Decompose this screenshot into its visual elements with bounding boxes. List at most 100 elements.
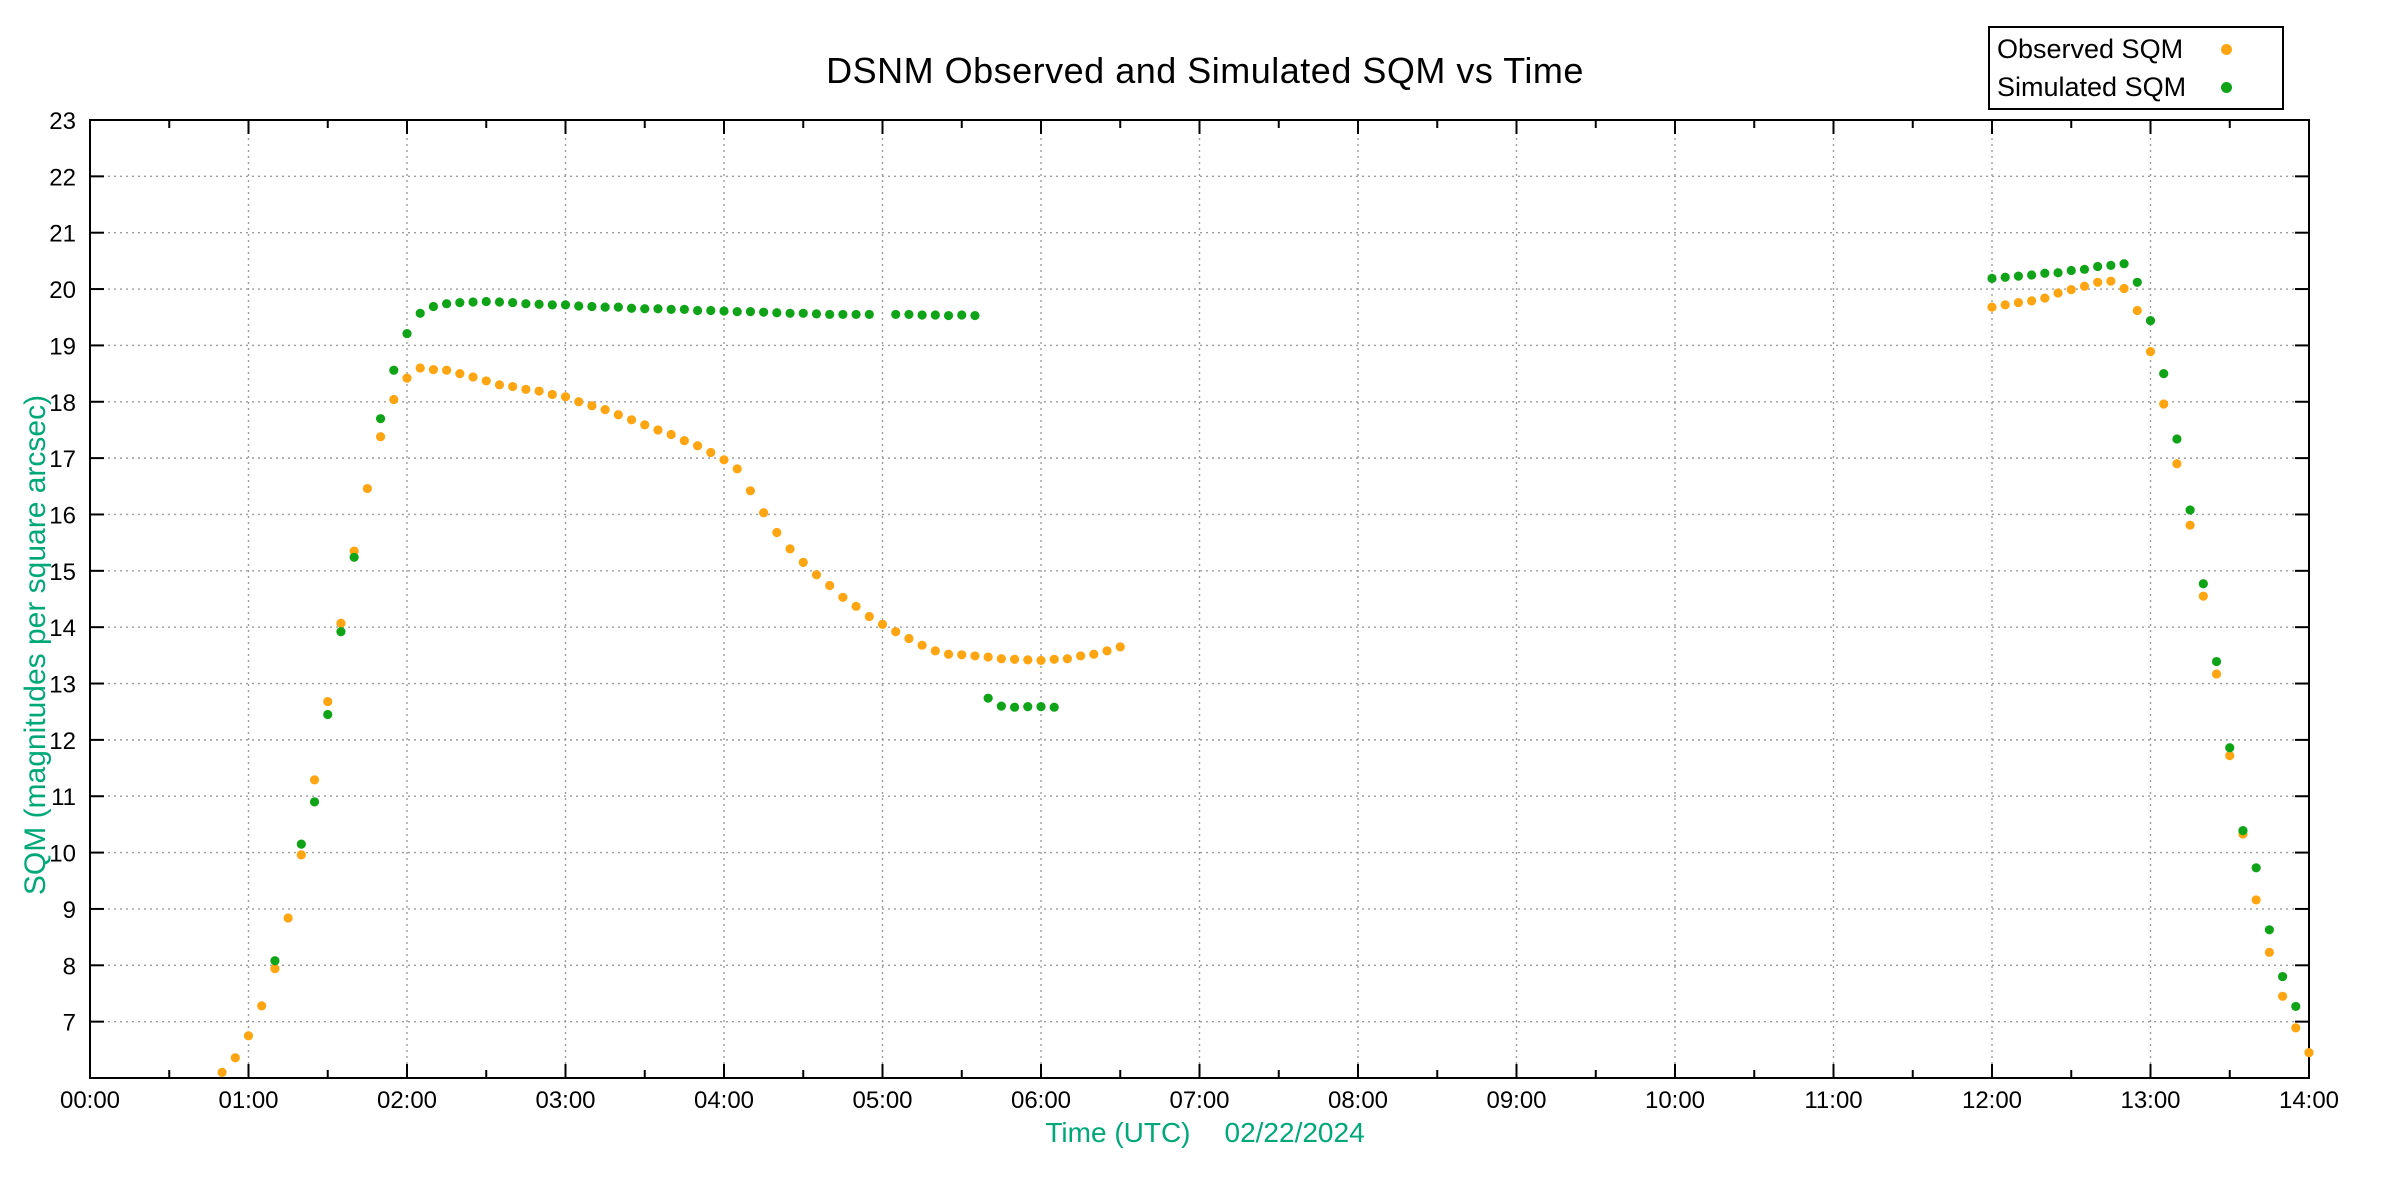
simulated-point xyxy=(442,299,452,309)
observed-point xyxy=(323,696,333,707)
simulated-point xyxy=(428,301,439,312)
observed-point xyxy=(362,483,372,494)
x-tick-label: 07:00 xyxy=(1169,1087,1229,1114)
simulated-point xyxy=(2291,1001,2301,1012)
simulated-series xyxy=(270,259,2301,1012)
observed-point xyxy=(1102,646,1112,656)
observed-point xyxy=(719,455,729,465)
y-tick-label: 9 xyxy=(63,897,76,924)
observed-point xyxy=(2145,347,2156,357)
observed-point xyxy=(957,650,967,660)
simulated-point xyxy=(2000,272,2010,282)
simulated-point xyxy=(666,304,676,314)
simulated-point xyxy=(415,308,425,318)
simulated-point xyxy=(547,300,557,310)
observed-point xyxy=(772,527,782,538)
observed-point xyxy=(2027,296,2037,306)
observed-point xyxy=(375,432,386,442)
observed-point xyxy=(1023,655,1033,665)
y-tick-label: 7 xyxy=(63,1010,76,1037)
simulated-point xyxy=(2198,579,2208,589)
observed-point xyxy=(494,380,505,390)
x-tick-label: 08:00 xyxy=(1328,1087,1388,1114)
observed-point xyxy=(402,373,412,383)
simulated-point xyxy=(349,552,359,562)
observed-point xyxy=(825,580,835,591)
observed-point xyxy=(2225,751,2235,761)
observed-point xyxy=(1076,651,1086,661)
observed-point xyxy=(600,405,610,415)
x-tick-label: 06:00 xyxy=(1011,1087,1071,1114)
simulated-point xyxy=(745,307,756,317)
observed-point xyxy=(1049,654,1059,664)
observed-point xyxy=(785,544,795,554)
y-tick-label: 17 xyxy=(49,446,76,473)
simulated-point xyxy=(560,300,571,310)
observed-point xyxy=(653,425,663,435)
simulated-point xyxy=(1036,702,1046,712)
observed-point xyxy=(1089,649,1099,659)
x-tick-label: 01:00 xyxy=(218,1087,278,1114)
observed-point xyxy=(336,618,346,628)
observed-point xyxy=(1009,654,1020,664)
legend-label-observed: Observed SQM xyxy=(1997,33,2184,64)
simulated-point xyxy=(2251,863,2261,873)
simulated-point xyxy=(296,839,306,849)
y-tick-label: 22 xyxy=(49,164,76,191)
y-tick-label: 8 xyxy=(63,953,76,980)
observed-point xyxy=(1062,654,1073,664)
observed-point xyxy=(2159,399,2169,409)
observed-point xyxy=(309,775,320,785)
observed-point xyxy=(1987,302,1997,312)
simulated-point xyxy=(626,303,637,313)
observed-point xyxy=(891,627,901,637)
observed-point xyxy=(2093,277,2103,287)
observed-point xyxy=(257,1001,267,1011)
x-tick-label: 04:00 xyxy=(694,1087,754,1114)
y-tick-label: 12 xyxy=(49,728,76,755)
simulated-point xyxy=(706,305,716,316)
simulated-point xyxy=(481,296,491,307)
observed-point xyxy=(2304,1048,2314,1058)
observed-point xyxy=(2251,895,2261,905)
simulated-point xyxy=(323,709,333,720)
x-axis-title-text: Time (UTC) xyxy=(1045,1117,1191,1148)
observed-point xyxy=(626,415,637,425)
simulated-point xyxy=(2132,277,2142,287)
observed-point xyxy=(2172,459,2182,469)
observed-point xyxy=(706,447,716,458)
simulated-point xyxy=(904,309,914,320)
simulated-point xyxy=(2172,434,2182,444)
observed-point xyxy=(508,381,518,392)
simulated-point xyxy=(389,365,399,375)
observed-point xyxy=(2079,281,2090,291)
simulated-point xyxy=(851,309,861,320)
y-tick-label: 18 xyxy=(49,390,76,417)
y-axis-title: SQM (magnitudes per square arcsec) xyxy=(19,394,52,896)
simulated-point xyxy=(2225,743,2235,753)
simulated-point xyxy=(600,302,610,312)
x-axis-title: Time (UTC) 02/22/2024 xyxy=(1045,1117,1364,1149)
simulated-point xyxy=(825,309,835,320)
simulated-point xyxy=(2264,925,2274,935)
observed-point xyxy=(230,1053,240,1063)
simulated-point xyxy=(2040,268,2050,278)
x-tick-label: 05:00 xyxy=(852,1087,912,1114)
simulated-marker-dot xyxy=(2221,81,2232,93)
observed-point xyxy=(666,429,676,440)
simulated-point xyxy=(653,304,663,314)
x-tick-label: 03:00 xyxy=(535,1087,595,1114)
observed-point xyxy=(996,654,1006,664)
simulated-point xyxy=(957,310,967,320)
simulated-point xyxy=(587,301,597,312)
observed-point xyxy=(587,401,597,411)
observed-point xyxy=(864,611,874,622)
simulated-point xyxy=(336,627,346,637)
observed-point xyxy=(983,652,993,662)
simulated-point xyxy=(692,305,703,316)
x-tick-label: 09:00 xyxy=(1486,1087,1546,1114)
simulated-point xyxy=(785,308,795,318)
observed-point xyxy=(732,464,742,474)
observed-point xyxy=(389,394,399,405)
